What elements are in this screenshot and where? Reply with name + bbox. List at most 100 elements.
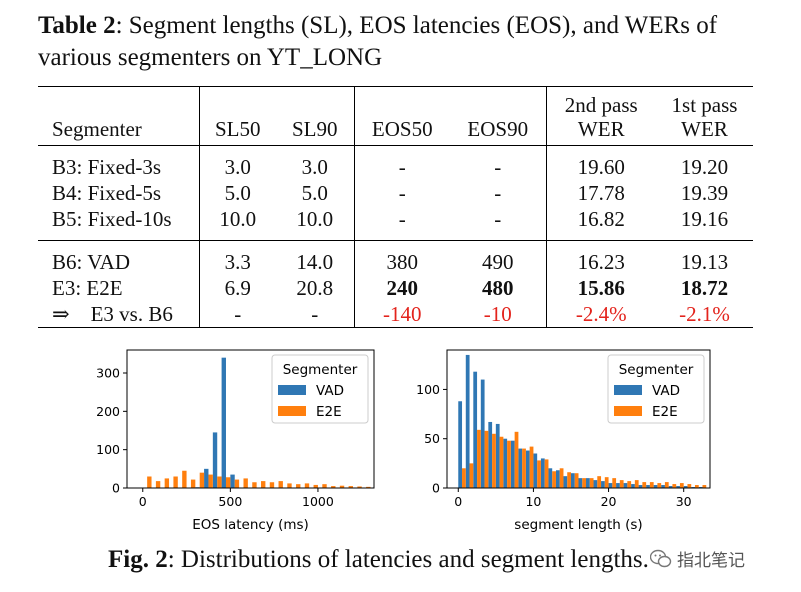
watermark-text: 指北笔记 [677, 551, 745, 571]
bar-e2e [278, 481, 283, 488]
y-tick-label: 0 [432, 481, 440, 496]
bar-e2e [366, 486, 371, 488]
table-row: B4: Fixed-5s 5.0 5.0 - - 17.78 19.39 [38, 180, 753, 206]
bar-e2e [552, 471, 556, 488]
bar-e2e [155, 481, 161, 488]
x-tick-label: 0 [139, 494, 147, 509]
bar-vad [578, 478, 583, 488]
legend: Segmenter VAD E2E [607, 354, 705, 424]
bar-e2e [225, 477, 231, 488]
bar-e2e [339, 485, 345, 488]
bar-vad [683, 486, 688, 488]
bar-e2e [182, 470, 187, 488]
y-tick-label: 200 [96, 404, 120, 419]
bar-e2e [269, 482, 275, 488]
bar-e2e [529, 446, 534, 488]
y-tick-label: 100 [416, 382, 440, 397]
bar-vad [608, 483, 613, 488]
bar-vad [204, 468, 209, 488]
legend-title: Segmenter [283, 362, 358, 378]
bar-vad [465, 354, 470, 488]
bar-e2e [687, 484, 692, 488]
bar-vad [631, 484, 635, 488]
table-caption-text: : Segment lengths (SL), EOS latencies (E… [38, 12, 718, 71]
bar-e2e [173, 476, 178, 488]
legend-swatch-vad [278, 385, 306, 395]
legend-label-vad: VAD [316, 383, 344, 399]
axes-frame [126, 349, 375, 489]
x-tick-label: 30 [676, 494, 692, 509]
bar-vad [646, 485, 650, 488]
bar-vad [676, 486, 680, 488]
table-caption: Table 2: Segment lengths (SL), EOS laten… [38, 10, 778, 74]
bar-e2e [619, 480, 624, 488]
bar-e2e [649, 482, 654, 488]
legend-swatch-e2e [614, 406, 642, 416]
header-eos90: EOS90 [450, 86, 547, 145]
bar-e2e [559, 468, 564, 488]
bar-e2e [322, 484, 327, 488]
bar-e2e [217, 476, 222, 488]
legend-swatch-e2e [278, 406, 306, 416]
bar-e2e [492, 433, 496, 488]
x-tick-label: 0 [454, 494, 462, 509]
bar-vad [668, 486, 673, 488]
header-wer2-line2: WER [577, 117, 625, 141]
bar-e2e [484, 430, 489, 488]
bar-e2e [313, 484, 318, 488]
figure-caption: Fig. 2: Distributions of latencies and s… [108, 546, 649, 574]
wechat-logo-icon [650, 549, 672, 567]
bar-e2e [507, 440, 511, 488]
table-row: E3: E2E 6.9 20.8 240 480 15.86 18.72 [38, 275, 753, 301]
bottom-rule [38, 327, 753, 328]
bar-vad [563, 476, 568, 488]
table-label: Table 2 [38, 12, 116, 39]
bar-e2e [657, 483, 662, 488]
bar-vad [221, 357, 226, 488]
bar-e2e [477, 429, 481, 488]
bar-e2e [296, 484, 301, 488]
bar-e2e [672, 484, 677, 488]
bar-e2e [234, 479, 240, 488]
bar-e2e [164, 478, 170, 488]
bar-vad [623, 483, 628, 488]
bar-vad [548, 468, 553, 488]
y-tick-label: 50 [424, 431, 440, 446]
bar-vad [525, 450, 530, 488]
header-segmenter: Segmenter [38, 86, 200, 145]
bar-e2e [243, 478, 248, 488]
bar-vad [638, 485, 643, 488]
bar-e2e [567, 472, 571, 488]
legend-swatch-vad [614, 385, 642, 395]
bar-vad [503, 438, 508, 488]
bar-e2e [664, 482, 669, 488]
bar-e2e [190, 479, 196, 488]
header-sl90: SL90 [276, 86, 355, 145]
legend-label-e2e: E2E [316, 404, 342, 420]
x-axis-label: EOS latency (ms) [192, 517, 309, 533]
legend-label-e2e: E2E [652, 404, 678, 420]
header-wer1-line1: 1st pass [671, 93, 738, 117]
bar-vad [661, 485, 665, 488]
segmenter-table: Segmenter SL50 SL90 EOS50 EOS90 2nd pass… [38, 86, 753, 328]
bar-e2e [702, 485, 707, 488]
chart-1: 0 500 1000 0 100 200 300 EOS latency (ms) Segmen… [96, 349, 375, 533]
bar-vad [653, 485, 658, 488]
table-row: B5: Fixed-10s 10.0 10.0 - - 16.82 19.16 [38, 206, 753, 232]
bar-e2e [627, 481, 632, 488]
y-tick-label: 0 [112, 481, 120, 496]
bar-vad [495, 423, 500, 488]
y-tick-label: 300 [96, 366, 120, 381]
bar-vad [533, 453, 538, 488]
x-axis-label: segment length (s) [514, 517, 642, 533]
top-rule [38, 86, 753, 87]
header-wer2: 2nd pass WER [546, 87, 656, 146]
header-rule [38, 145, 753, 146]
bar-vad [601, 481, 605, 488]
bar-e2e [634, 480, 639, 488]
legend-title: Segmenter [619, 362, 694, 378]
bar-e2e [589, 478, 594, 488]
bar-e2e [348, 486, 353, 488]
bar-e2e [499, 436, 504, 488]
